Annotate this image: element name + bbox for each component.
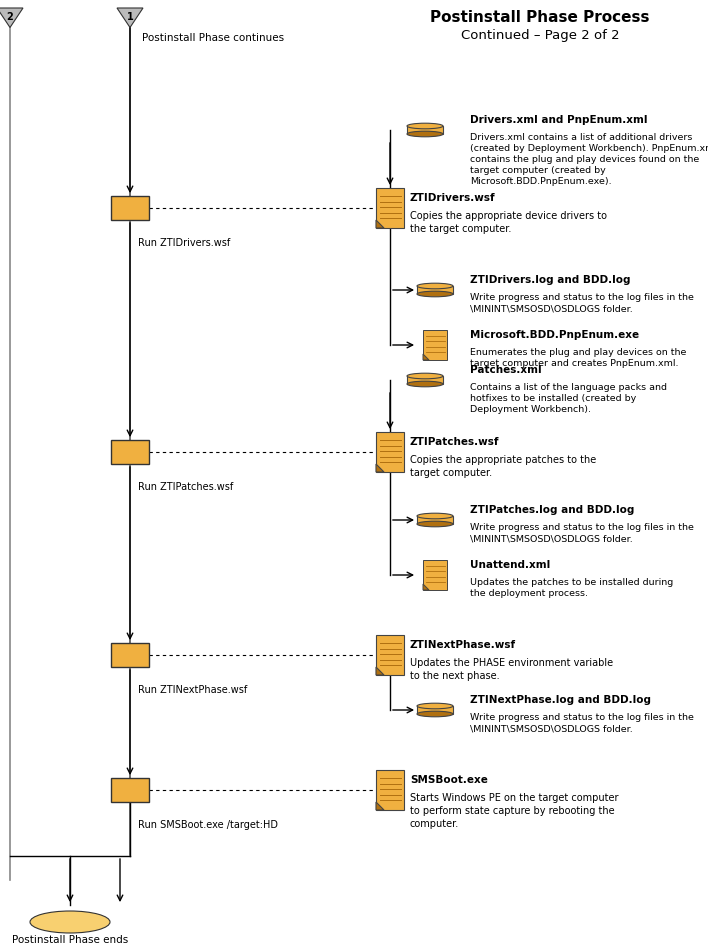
Bar	[423, 560, 447, 590]
Polygon shape	[423, 584, 429, 590]
Polygon shape	[0, 8, 23, 28]
Text: Drivers.xml and PnpEnum.xml: Drivers.xml and PnpEnum.xml	[470, 115, 648, 125]
Text: Drivers.xml contains a list of additional drivers
(created by Deployment Workben: Drivers.xml contains a list of additiona…	[470, 133, 708, 187]
Ellipse shape	[30, 911, 110, 933]
Bar	[376, 188, 404, 228]
Bar	[407, 126, 443, 134]
Text: Postinstall Phase ends: Postinstall Phase ends	[12, 935, 128, 945]
Bar	[376, 432, 404, 472]
Ellipse shape	[417, 704, 453, 709]
Text: ZTINextPhase.wsf: ZTINextPhase.wsf	[410, 640, 516, 650]
Text: Copies the appropriate device drivers to
the target computer.: Copies the appropriate device drivers to…	[410, 211, 607, 234]
Polygon shape	[376, 220, 384, 228]
Bar	[111, 440, 149, 464]
Text: Patches.xml: Patches.xml	[470, 365, 542, 375]
Bar	[417, 706, 453, 714]
Text: Starts Windows PE on the target computer
to perform state capture by rebooting t: Starts Windows PE on the target computer…	[410, 793, 619, 828]
Text: Unattend.xml: Unattend.xml	[470, 560, 550, 570]
Bar	[111, 196, 149, 220]
Text: Microsoft.BDD.PnpEnum.exe: Microsoft.BDD.PnpEnum.exe	[470, 330, 639, 340]
Text: Run ZTINextPhase.wsf: Run ZTINextPhase.wsf	[138, 685, 247, 695]
Text: ZTIDrivers.wsf: ZTIDrivers.wsf	[410, 193, 496, 203]
Ellipse shape	[417, 513, 453, 519]
Polygon shape	[376, 802, 384, 810]
Text: ZTIPatches.wsf: ZTIPatches.wsf	[410, 437, 500, 447]
Ellipse shape	[417, 711, 453, 717]
Text: ZTIPatches.log and BDD.log: ZTIPatches.log and BDD.log	[470, 505, 634, 515]
Ellipse shape	[407, 373, 443, 379]
Text: Run ZTIDrivers.wsf: Run ZTIDrivers.wsf	[138, 238, 230, 248]
Text: Write progress and status to the log files in the
\MININT\SMSOSD\OSDLOGS folder.: Write progress and status to the log fil…	[470, 713, 694, 733]
Bar	[111, 778, 149, 802]
Text: Contains a list of the language packs and
hotfixes to be installed (created by
D: Contains a list of the language packs an…	[470, 383, 667, 414]
Ellipse shape	[407, 381, 443, 387]
Text: ZTINextPhase.log and BDD.log: ZTINextPhase.log and BDD.log	[470, 695, 651, 705]
Text: Enumerates the plug and play devices on the
target computer and creates PnpEnum.: Enumerates the plug and play devices on …	[470, 348, 686, 368]
Bar	[376, 635, 404, 675]
Text: Write progress and status to the log files in the
\MININT\SMSOSD\OSDLOGS folder.: Write progress and status to the log fil…	[470, 523, 694, 543]
Ellipse shape	[407, 123, 443, 129]
Ellipse shape	[417, 521, 453, 526]
Text: 2: 2	[6, 12, 13, 22]
Text: 1: 1	[127, 12, 133, 22]
Text: Run SMSBoot.exe /target:HD: Run SMSBoot.exe /target:HD	[138, 820, 278, 830]
Bar	[111, 643, 149, 667]
Polygon shape	[117, 8, 143, 28]
Bar	[417, 516, 453, 524]
Polygon shape	[376, 464, 384, 472]
Bar	[407, 376, 443, 384]
Text: SMSBoot.exe: SMSBoot.exe	[410, 775, 488, 785]
Bar	[417, 286, 453, 294]
Ellipse shape	[417, 283, 453, 288]
Polygon shape	[423, 354, 429, 360]
Ellipse shape	[417, 291, 453, 297]
Bar	[376, 770, 404, 810]
Text: Write progress and status to the log files in the
\MININT\SMSOSD\OSDLOGS folder.: Write progress and status to the log fil…	[470, 293, 694, 313]
Polygon shape	[376, 667, 384, 675]
Text: Updates the PHASE environment variable
to the next phase.: Updates the PHASE environment variable t…	[410, 658, 613, 681]
Text: Run ZTIPatches.wsf: Run ZTIPatches.wsf	[138, 482, 233, 492]
Text: ZTIDrivers.log and BDD.log: ZTIDrivers.log and BDD.log	[470, 275, 631, 285]
Ellipse shape	[407, 131, 443, 137]
Text: Continued – Page 2 of 2: Continued – Page 2 of 2	[461, 30, 620, 43]
Bar	[423, 330, 447, 360]
Text: Updates the patches to be installed during
the deployment process.: Updates the patches to be installed duri…	[470, 578, 673, 598]
Text: Postinstall Phase continues: Postinstall Phase continues	[142, 33, 284, 43]
Text: Copies the appropriate patches to the
target computer.: Copies the appropriate patches to the ta…	[410, 455, 596, 478]
Text: Postinstall Phase Process: Postinstall Phase Process	[430, 10, 650, 26]
